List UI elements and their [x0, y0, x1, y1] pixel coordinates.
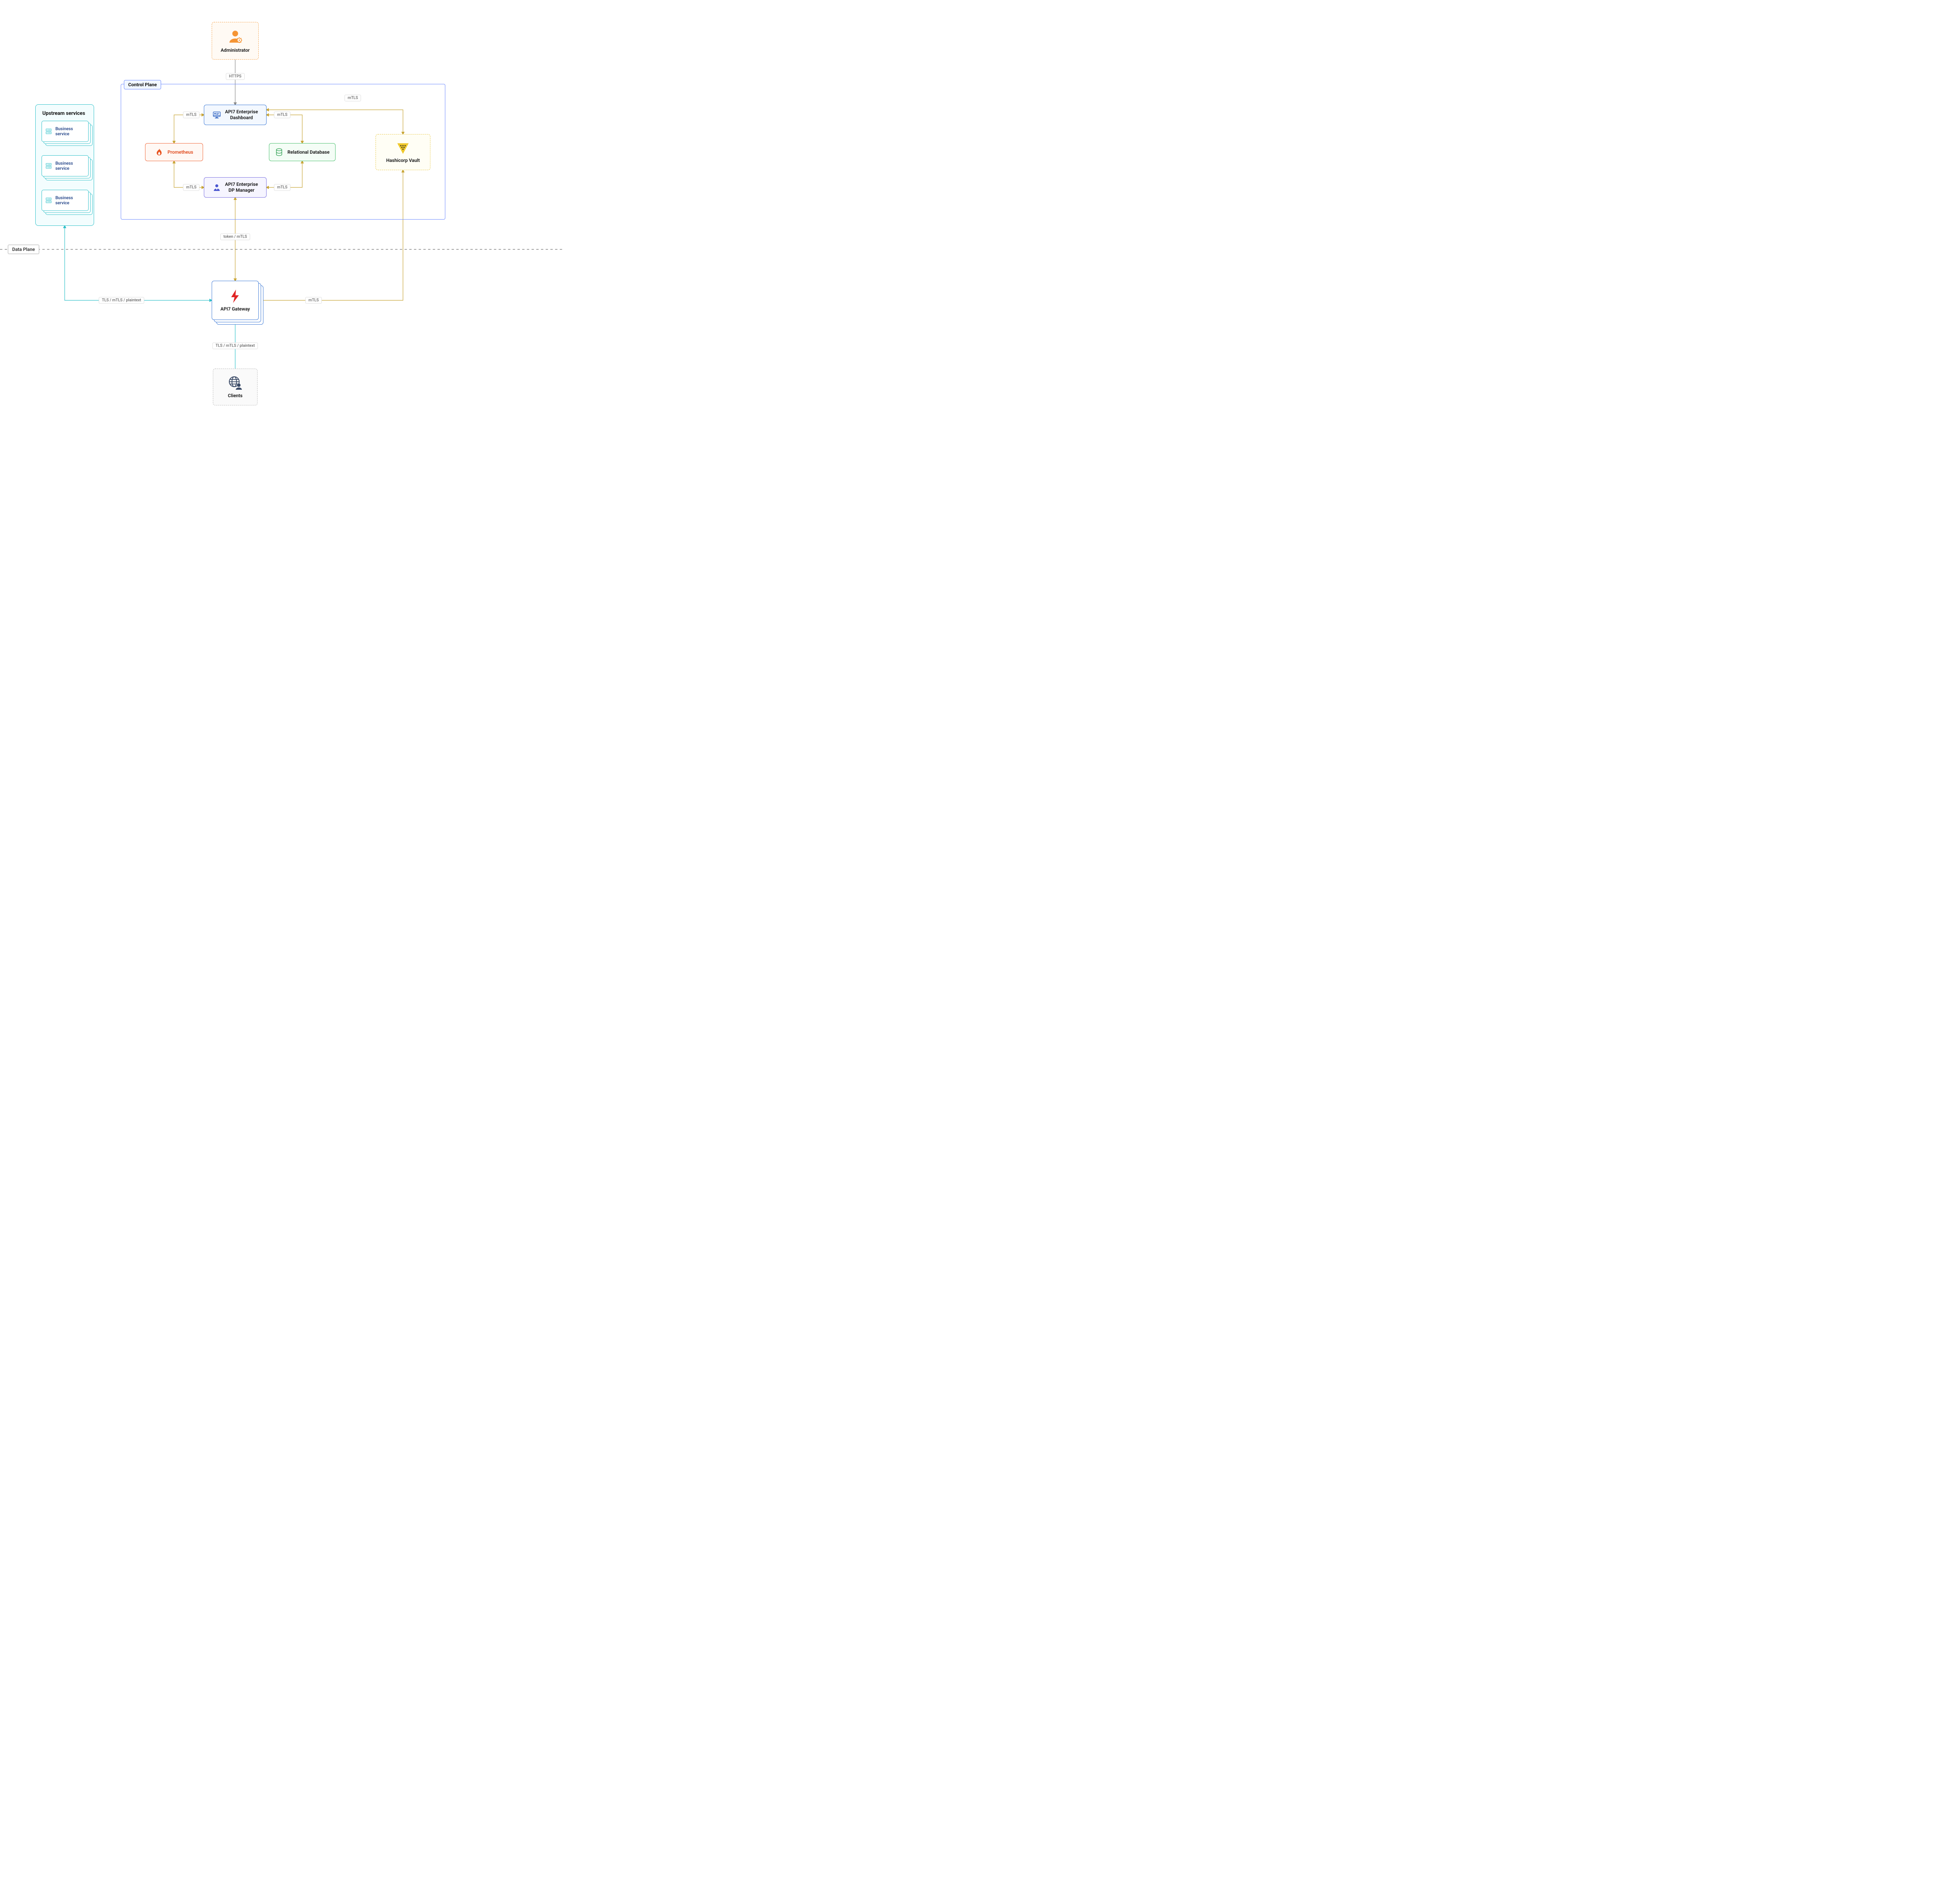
vault-icon: [396, 141, 410, 155]
business-service-label: Business service: [55, 161, 85, 171]
database-label: Relational Database: [287, 149, 329, 155]
data-plane-label: Data Plane: [8, 245, 39, 254]
edge-label: mTLS: [183, 112, 200, 118]
upstream-services-title: Upstream services: [42, 111, 85, 116]
business-service-label: Business service: [55, 126, 85, 136]
clients-label: Clients: [228, 393, 242, 399]
clients-node: Clients: [213, 369, 258, 405]
edge-label: mTLS: [274, 184, 290, 191]
prometheus-node: Prometheus: [145, 143, 203, 161]
edge-label: mTLS: [305, 297, 322, 304]
server-icon: [45, 162, 52, 170]
manager-icon: [212, 183, 221, 192]
diagram-stage: Control Plane Data Plane Upstream servic…: [0, 0, 564, 470]
edge-label: HTTPS: [226, 73, 245, 80]
server-icon: [45, 196, 52, 204]
gateway-node: API7 Gateway: [212, 281, 259, 320]
dpmanager-label: API7 Enterprise DP Manager: [225, 182, 258, 193]
database-icon: [275, 148, 283, 156]
admin-node: Administrator: [212, 22, 259, 60]
bolt-icon: [227, 289, 243, 304]
dpmanager-node: API7 Enterprise DP Manager: [204, 177, 267, 198]
control-plane-label: Control Plane: [124, 80, 161, 89]
globe-user-icon: [228, 375, 243, 391]
business-service-card: Business service: [42, 190, 89, 211]
edge-label: TLS / mTLS / plaintext: [212, 343, 258, 349]
user-gear-icon: [227, 29, 243, 45]
business-service-card: Business service: [42, 121, 89, 142]
edge-label: mTLS: [183, 184, 200, 191]
edge-label: TLS / mTLS / plaintext: [99, 297, 144, 304]
monitor-icon: [212, 111, 221, 119]
flame-icon: [155, 148, 163, 156]
edge-label: token / mTLS: [220, 234, 250, 240]
edge-label: mTLS: [345, 95, 361, 102]
business-service-label: Business service: [55, 195, 85, 205]
database-node: Relational Database: [269, 143, 336, 161]
dashboard-node: API7 Enterprise Dashboard: [204, 105, 267, 125]
server-icon: [45, 127, 52, 135]
edges-layer: [0, 0, 564, 470]
dashboard-label: API7 Enterprise Dashboard: [225, 109, 258, 121]
business-service-card: Business service: [42, 155, 89, 176]
prometheus-label: Prometheus: [167, 149, 193, 155]
gateway-label: API7 Gateway: [220, 306, 250, 312]
edge-label: mTLS: [274, 112, 290, 118]
vault-label: Hashicorp Vault: [386, 158, 420, 163]
vault-node: Hashicorp Vault: [376, 134, 430, 170]
admin-label: Administrator: [221, 47, 250, 53]
